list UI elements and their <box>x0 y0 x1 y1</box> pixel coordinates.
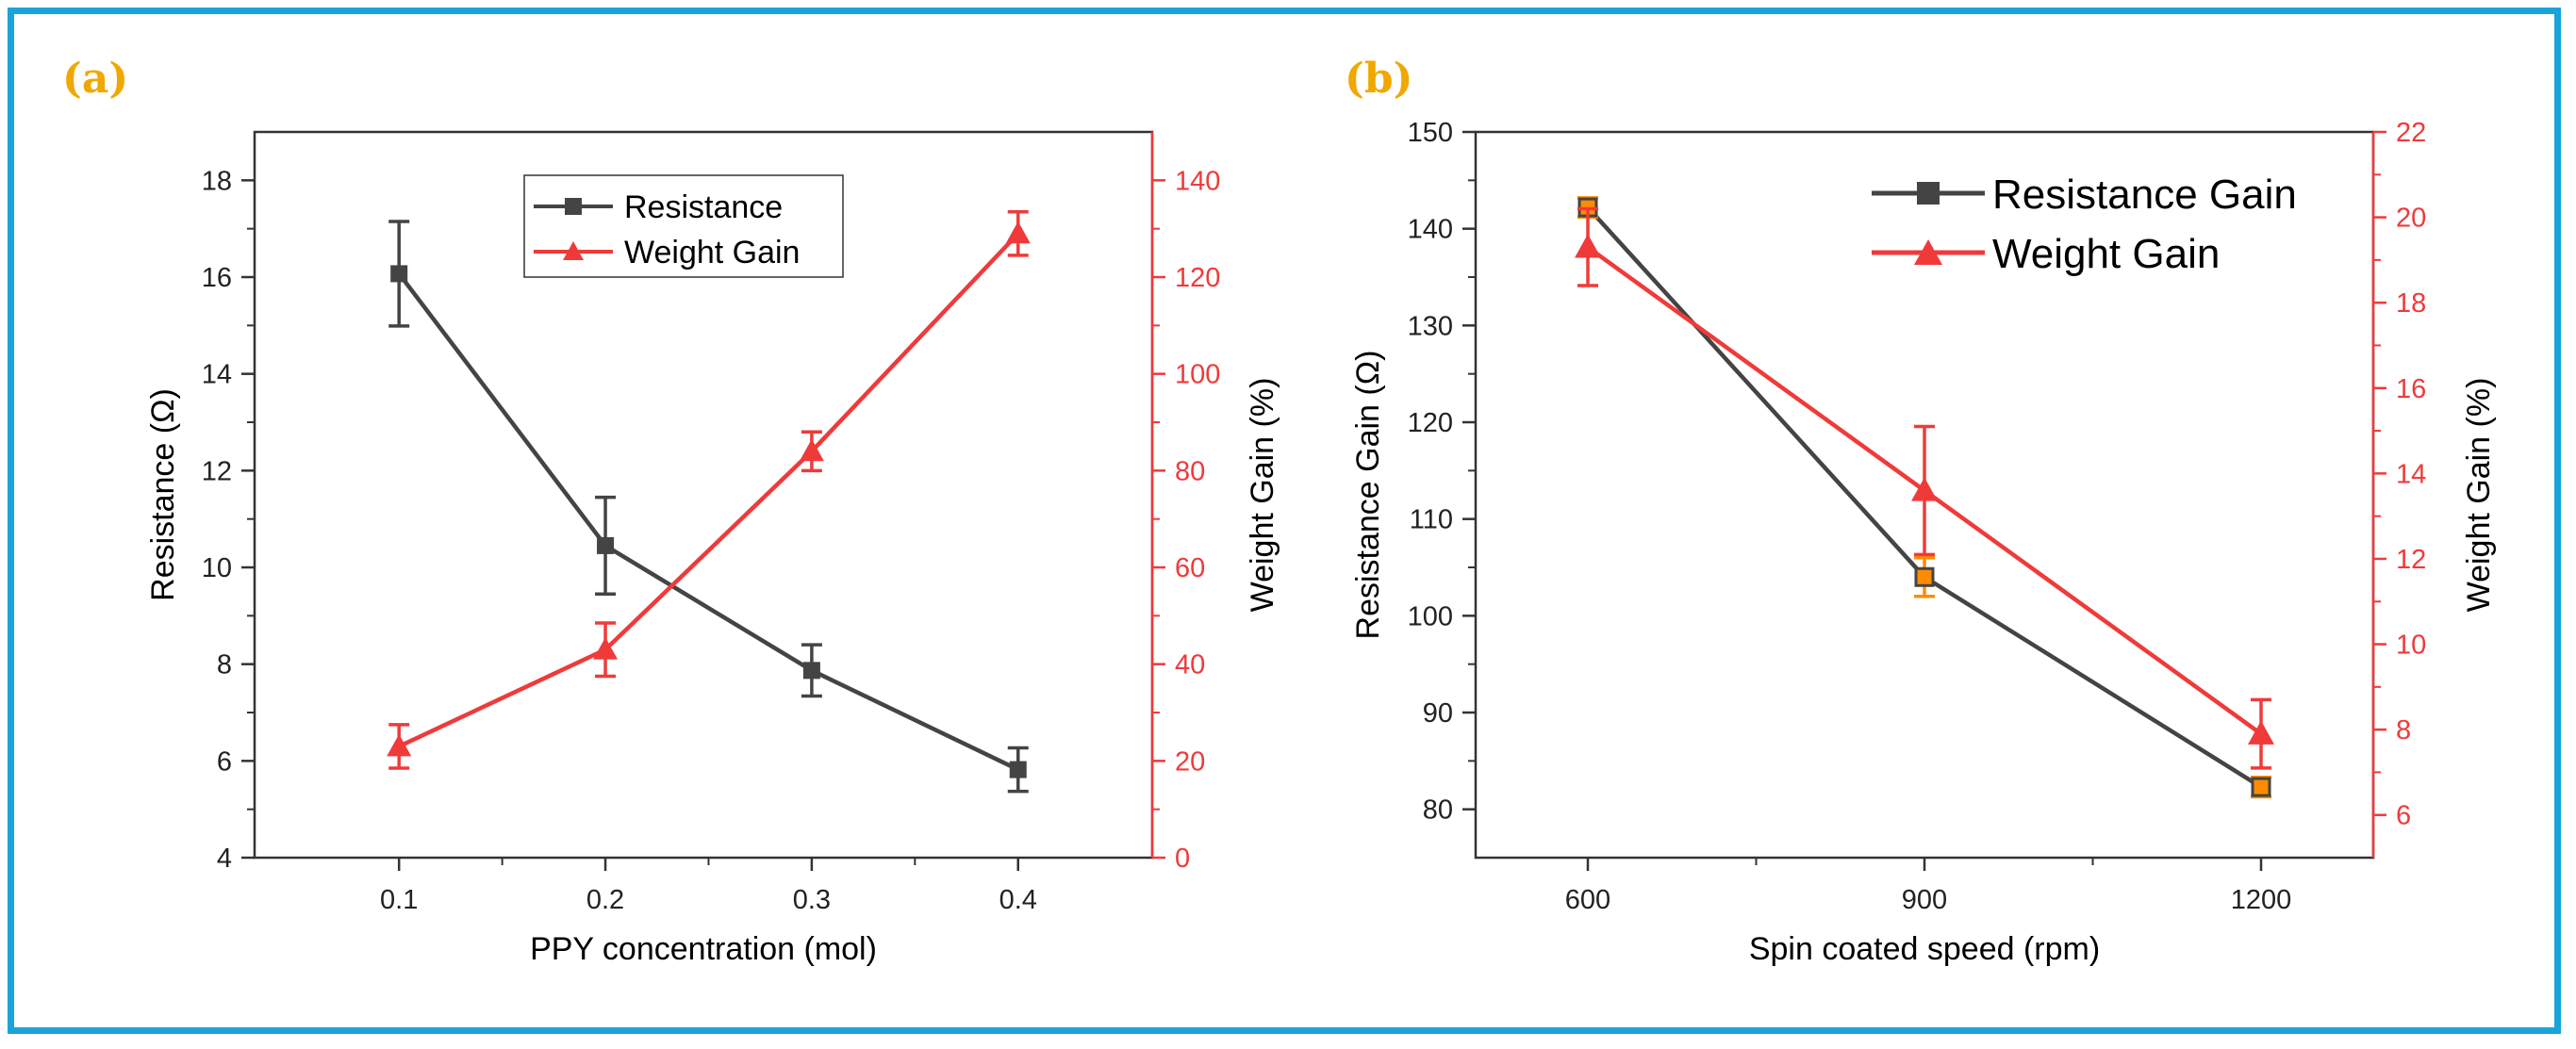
panel-a-x-axis-title: PPY concentration (mol) <box>530 931 877 967</box>
panel-a-plot: 0.1 0.2 0.3 0.4 4 6 8 10 12 14 16 18 0 20 40 60 80 100 120… <box>145 130 1280 967</box>
a-right-y-tick-label: 40 <box>1175 650 1205 680</box>
panel-b-plot: 600 900 1200 80 90 100 110 120 130 140 150 6 8 10 12 14… <box>1350 118 2497 967</box>
panel-b-legend-weight-marker <box>1914 239 1942 265</box>
a-left-y-tick-label: 18 <box>202 166 232 196</box>
b-right-y-tick-label: 20 <box>2396 204 2426 234</box>
b-weight-marker <box>1575 234 1601 258</box>
b-right-y-tick-label: 18 <box>2396 288 2426 319</box>
panel-b-legend-resistance-label: Resistance Gain <box>1992 172 2297 218</box>
a-left-y-tick-label: 6 <box>217 746 232 777</box>
panel-b-legend-weight-label: Weight Gain <box>1992 231 2220 277</box>
panel-b-ticks: 600 900 1200 80 90 100 110 120 130 140 150 6 8 10 12 14… <box>1408 118 2427 915</box>
b-left-y-tick-label: 80 <box>1423 795 1453 826</box>
a-resistance-marker <box>802 662 820 680</box>
b-right-y-tick-label: 14 <box>2396 459 2426 489</box>
panel-b-legend: Resistance Gain Weight Gain <box>1872 172 2297 277</box>
b-resistance-marker <box>1914 566 1935 587</box>
figure-frame <box>8 8 2561 1034</box>
a-resistance-marker <box>1009 761 1027 779</box>
panel-a-legend: Resistance Weight Gain <box>523 174 844 278</box>
a-right-y-tick-label: 80 <box>1175 456 1205 486</box>
b-x-tick-label: 600 <box>1565 885 1610 915</box>
a-weight-marker <box>593 637 619 660</box>
b-left-y-tick-label: 150 <box>1408 118 1453 148</box>
panel-b-marks <box>1575 196 2274 799</box>
panel-a-legend-weight-label: Weight Gain <box>624 235 800 270</box>
b-left-y-tick-label: 140 <box>1408 215 1453 245</box>
a-left-y-tick-label: 14 <box>202 360 232 390</box>
b-weight-marker <box>2248 720 2274 745</box>
panel-a-ticks: 0.1 0.2 0.3 0.4 4 6 8 10 12 14 16 18 0 20 40 60 80 100 120… <box>202 166 1221 915</box>
a-left-y-tick-label: 10 <box>202 553 232 583</box>
b-x-tick-label: 1200 <box>2231 885 2292 915</box>
panel-a-legend-resistance-marker <box>565 198 582 215</box>
panel-b-legend-resistance-marker <box>1917 182 1940 205</box>
b-right-y-tick-label: 6 <box>2396 801 2411 831</box>
panel-b-label: (b) <box>1345 55 1412 103</box>
a-right-y-tick-label: 0 <box>1175 844 1190 874</box>
a-x-tick-label: 0.2 <box>586 885 624 915</box>
a-left-y-tick-label: 16 <box>202 263 232 293</box>
a-left-y-tick-label: 4 <box>217 844 232 874</box>
a-series-resistance-line <box>397 272 1019 772</box>
b-weight-marker <box>1911 477 1938 501</box>
a-right-y-tick-label: 60 <box>1175 553 1205 583</box>
b-right-y-tick-label: 12 <box>2396 545 2426 575</box>
b-left-y-tick-label: 100 <box>1408 601 1453 631</box>
b-left-y-tick-label: 130 <box>1408 311 1453 341</box>
b-x-tick-label: 900 <box>1902 885 1947 915</box>
a-left-y-tick-label: 8 <box>217 650 232 680</box>
b-right-y-tick-label: 16 <box>2396 374 2426 404</box>
a-right-y-tick-label: 100 <box>1175 360 1220 390</box>
panel-b-right-axis-title: Weight Gain (%) <box>2461 378 2497 613</box>
a-right-y-tick-label: 120 <box>1175 263 1220 293</box>
a-x-tick-label: 0.4 <box>999 885 1037 915</box>
b-left-y-tick-label: 120 <box>1408 408 1453 438</box>
panel-a-label: (a) <box>62 55 128 103</box>
b-right-y-tick-label: 10 <box>2396 631 2426 661</box>
b-right-y-tick-label: 8 <box>2396 715 2411 746</box>
panel-a-legend-resistance-label: Resistance <box>624 189 783 225</box>
a-weight-marker <box>799 438 824 462</box>
panel-b-x-axis-title: Spin coated speed (rpm) <box>1749 931 2100 967</box>
a-resistance-marker <box>597 536 615 554</box>
panel-a-right-axis-title: Weight Gain (%) <box>1245 378 1280 613</box>
a-x-tick-label: 0.1 <box>380 885 418 915</box>
a-resistance-marker <box>390 265 408 283</box>
a-series-weight-line <box>398 232 1020 748</box>
panel-b-left-axis-title: Resistance Gain (Ω) <box>1350 351 1386 640</box>
panel-a-lines <box>397 232 1020 772</box>
a-x-tick-label: 0.3 <box>793 885 831 915</box>
a-left-y-tick-label: 12 <box>202 456 232 486</box>
b-right-y-tick-label: 22 <box>2396 118 2426 148</box>
panel-a-legend-weight-marker <box>563 241 584 260</box>
b-resistance-marker <box>2251 777 2271 797</box>
b-left-y-tick-label: 110 <box>1410 505 1453 535</box>
a-right-y-tick-label: 140 <box>1175 166 1220 196</box>
b-left-y-tick-label: 90 <box>1423 698 1453 729</box>
a-right-y-tick-label: 20 <box>1175 746 1205 777</box>
panel-a-left-axis-title: Resistance (Ω) <box>145 388 181 601</box>
a-weight-marker <box>1005 221 1031 244</box>
a-weight-marker <box>387 733 412 757</box>
panel-a-marks <box>387 209 1031 794</box>
